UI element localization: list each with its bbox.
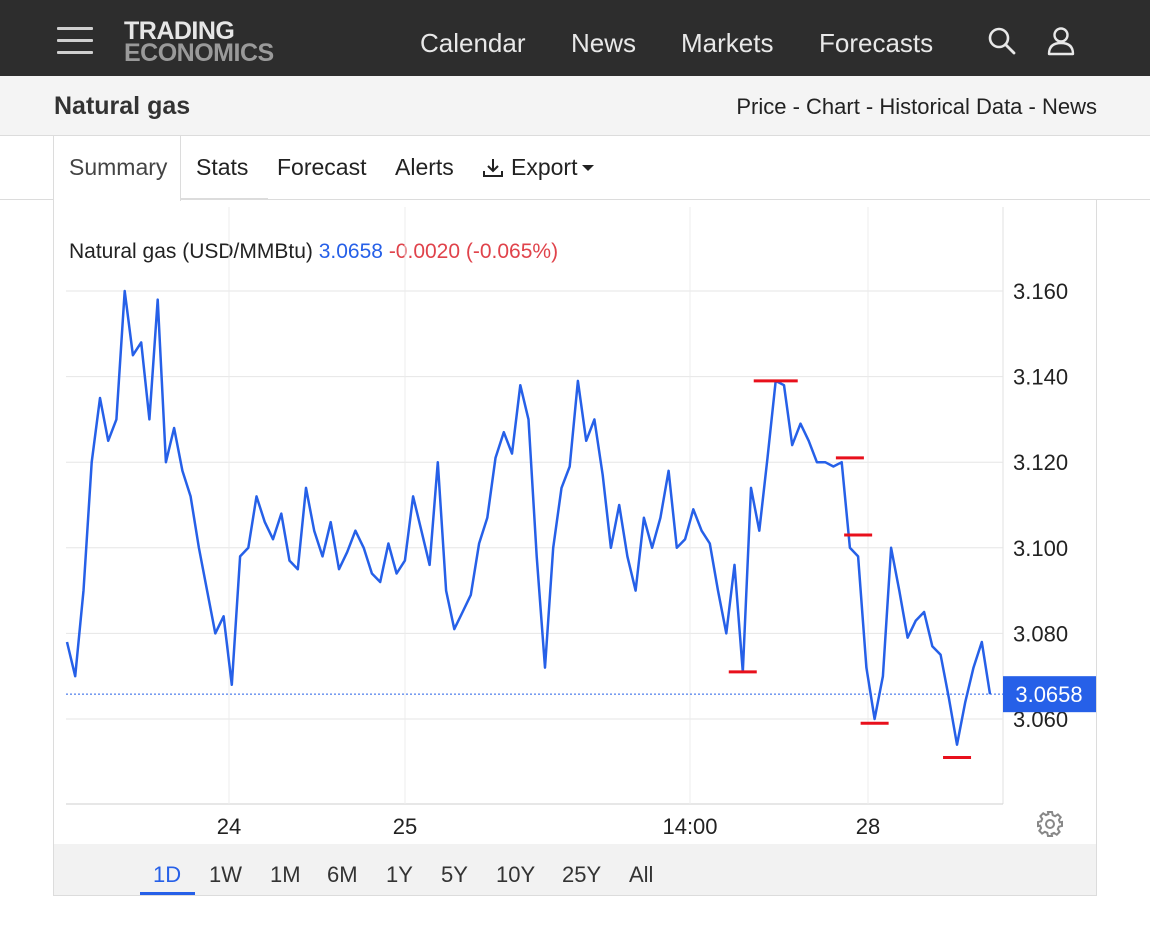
logo-line2: ECONOMICS <box>124 39 274 67</box>
crumb-chart[interactable]: Chart <box>806 94 860 119</box>
download-icon <box>483 158 503 177</box>
range-all[interactable]: All <box>629 862 654 887</box>
y-tick-label: 3.140 <box>1013 365 1068 390</box>
crumb-price[interactable]: Price <box>736 94 787 119</box>
user-icon[interactable] <box>1046 26 1076 56</box>
range-1m[interactable]: 1M <box>270 862 301 887</box>
nav-calendar[interactable]: Calendar <box>420 28 526 58</box>
x-tick-label: 25 <box>393 814 417 839</box>
caret-down-icon <box>582 164 595 171</box>
crumb-sep: - <box>859 94 880 119</box>
crumb-sep: - <box>786 94 807 119</box>
crumb-historical-data[interactable]: Historical Data <box>879 94 1023 119</box>
tab-export[interactable]: Export <box>481 154 595 181</box>
nav-news[interactable]: News <box>571 28 637 58</box>
x-tick-label: 14:00 <box>662 814 717 839</box>
range-1d[interactable]: 1D <box>153 862 182 887</box>
legend-price: 3.0658 <box>318 240 383 263</box>
last-price-label: 3.0658 <box>1015 682 1082 707</box>
range-1y[interactable]: 1Y <box>386 862 413 887</box>
x-tick-label: 24 <box>217 814 241 839</box>
tab-export-label: Export <box>511 154 578 180</box>
y-tick-label: 3.160 <box>1013 279 1068 304</box>
top-nav: TRADING ECONOMICS Calendar News Markets … <box>0 0 1150 76</box>
tab-summary[interactable]: Summary <box>53 136 181 201</box>
y-tick-label: 3.080 <box>1013 621 1068 646</box>
tab-summary-label: Summary <box>69 154 168 180</box>
range-1w[interactable]: 1W <box>209 862 242 887</box>
nav-forecasts[interactable]: Forecasts <box>819 28 934 58</box>
logo-line1: TRADING <box>124 17 235 45</box>
tab-bar: Summary Stats Forecast Alerts Export <box>0 136 1150 201</box>
y-tick-label: 3.100 <box>1013 536 1068 561</box>
menu-icon[interactable] <box>57 27 93 55</box>
crumb-sep: - <box>1022 94 1042 119</box>
range-bar <box>54 844 1096 895</box>
range-active-underline <box>140 892 195 895</box>
last-price-tag <box>1003 676 1096 713</box>
crumb-news[interactable]: News <box>1041 94 1097 119</box>
search-icon[interactable] <box>987 26 1017 56</box>
chart-legend: Natural gas (USD/MMBtu) 3.0658 -0.0020 (… <box>69 240 558 264</box>
chart-panel <box>53 200 1097 896</box>
range-10y[interactable]: 10Y <box>496 862 536 887</box>
breadcrumb: Price - Chart - Historical Data - News <box>736 94 1097 120</box>
tab-alerts[interactable]: Alerts <box>395 154 454 180</box>
page-title: Natural gas <box>54 92 191 120</box>
range-25y[interactable]: 25Y <box>562 862 602 887</box>
nav-markets[interactable]: Markets <box>681 28 774 58</box>
legend-name: Natural gas (USD/MMBtu) <box>69 240 313 263</box>
tab-stats[interactable]: Stats <box>196 154 249 180</box>
logo[interactable]: TRADING ECONOMICS <box>124 17 274 67</box>
y-tick-label: 3.120 <box>1013 450 1068 475</box>
tab-divider <box>180 198 268 200</box>
legend-change: -0.0020 (-0.065%) <box>388 240 559 263</box>
x-tick-label: 28 <box>856 814 880 839</box>
tab-forecast[interactable]: Forecast <box>277 154 367 180</box>
range-5y[interactable]: 5Y <box>441 862 468 887</box>
sub-header: Natural gas Price - Chart - Historical D… <box>0 76 1150 136</box>
price-series-line[interactable] <box>65 289 992 746</box>
gear-icon[interactable] <box>1036 810 1064 838</box>
range-6m[interactable]: 6M <box>327 862 358 887</box>
